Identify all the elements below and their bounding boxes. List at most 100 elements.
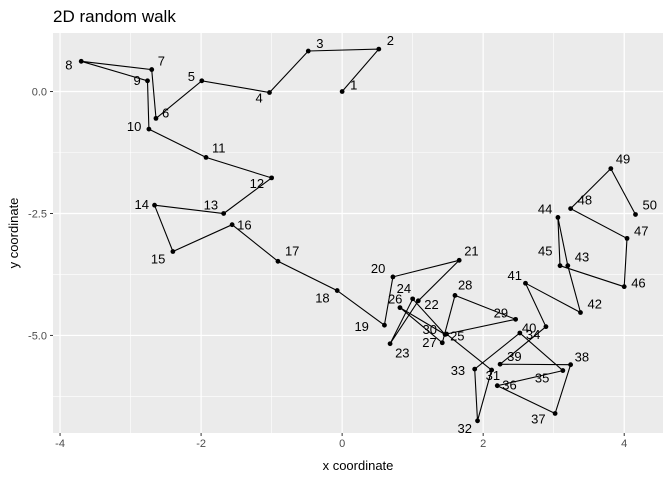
point-label: 13 xyxy=(204,197,218,212)
y-axis-title: y coordinate xyxy=(6,198,21,269)
point-label: 41 xyxy=(507,268,521,283)
point-label: 8 xyxy=(65,57,72,72)
walk-point xyxy=(568,362,574,368)
walk-point xyxy=(543,324,549,330)
point-label: 35 xyxy=(535,371,549,386)
point-label: 23 xyxy=(395,346,409,361)
point-label: 4 xyxy=(255,91,262,106)
walk-point xyxy=(382,322,387,328)
walk-point xyxy=(489,367,495,373)
walk-point xyxy=(410,296,416,302)
point-label: 27 xyxy=(422,335,436,350)
walk-point xyxy=(456,257,462,263)
walk-point xyxy=(229,222,235,228)
walk-point xyxy=(513,316,519,322)
walk-point xyxy=(568,206,574,212)
point-label: 36 xyxy=(502,378,516,393)
major-gridlines xyxy=(53,33,663,433)
point-label: 14 xyxy=(135,197,149,212)
walk-point xyxy=(517,330,523,336)
point-label: 38 xyxy=(575,350,589,365)
walk-point xyxy=(472,366,478,372)
point-label: 29 xyxy=(494,305,508,320)
walk-point xyxy=(523,280,528,286)
y-tick-label: 0.0 xyxy=(32,87,47,99)
walk-point xyxy=(149,67,155,72)
point-label: 16 xyxy=(237,218,251,233)
point-label: 28 xyxy=(458,277,472,292)
walk-point xyxy=(275,258,281,264)
point-label: 3 xyxy=(316,36,323,51)
point-label: 31 xyxy=(486,368,500,383)
walk-point xyxy=(153,115,159,121)
walk-point xyxy=(203,154,209,160)
x-tick-label: 4 xyxy=(621,438,627,450)
walk-point xyxy=(633,212,638,217)
walk-point xyxy=(267,90,272,95)
point-label: 15 xyxy=(151,252,165,267)
point-label: 45 xyxy=(538,244,552,259)
point-label: 21 xyxy=(464,243,478,258)
point-label: 6 xyxy=(162,105,169,120)
walk-point xyxy=(339,89,345,94)
point-label: 44 xyxy=(538,201,552,216)
walk-point xyxy=(621,284,627,290)
point-label: 19 xyxy=(354,319,368,334)
point-label: 50 xyxy=(642,197,656,212)
walk-point xyxy=(452,293,458,298)
minor-gridlines xyxy=(53,33,663,433)
point-label: 32 xyxy=(458,421,472,436)
walk-point xyxy=(170,249,176,254)
point-label: 42 xyxy=(587,297,601,312)
walk-point xyxy=(624,235,630,241)
walk-path xyxy=(81,48,636,421)
x-tick-label: -4 xyxy=(55,438,65,450)
point-label: 1 xyxy=(350,78,357,93)
point-label: 33 xyxy=(451,363,465,378)
walk-point xyxy=(475,418,480,424)
point-label: 30 xyxy=(423,322,437,337)
point-labels: 1234567891011121314151617181920212223242… xyxy=(65,33,657,436)
point-label: 43 xyxy=(575,250,589,265)
walk-points xyxy=(78,46,638,424)
y-tick-label: -2.5 xyxy=(28,208,47,220)
walk-point xyxy=(552,411,558,416)
walk-point xyxy=(444,331,449,337)
point-label: 5 xyxy=(188,69,195,84)
point-label: 7 xyxy=(158,54,165,69)
plot-panel xyxy=(53,33,663,433)
point-label: 12 xyxy=(250,176,264,191)
point-label: 49 xyxy=(616,152,630,167)
walk-point xyxy=(397,305,403,311)
walk-point xyxy=(555,214,561,220)
walk-point xyxy=(608,166,614,172)
walk-point xyxy=(221,211,227,216)
point-label: 26 xyxy=(388,292,402,307)
walk-point xyxy=(390,274,396,280)
point-label: 11 xyxy=(212,140,226,155)
point-label: 10 xyxy=(127,119,141,134)
walk-point xyxy=(415,298,421,304)
walk-point xyxy=(578,310,583,315)
walk-point xyxy=(305,48,311,54)
y-tick-label: -5.0 xyxy=(28,330,47,342)
point-label: 20 xyxy=(371,261,385,276)
walk-point xyxy=(565,263,571,269)
walk-point xyxy=(78,58,84,64)
point-label: 39 xyxy=(507,349,521,364)
point-label: 18 xyxy=(315,291,329,306)
point-label: 47 xyxy=(634,223,648,238)
x-tick-label: 0 xyxy=(339,438,345,450)
walk-point xyxy=(557,263,563,269)
walk-point xyxy=(497,361,503,367)
point-label: 37 xyxy=(531,411,545,426)
walk-point xyxy=(376,46,382,52)
y-axis-ticks: 0.0 -2.5 -5.0 xyxy=(28,87,53,342)
point-label: 48 xyxy=(578,193,592,208)
walk-point xyxy=(152,202,157,208)
point-label: 2 xyxy=(387,33,394,48)
point-label: 34 xyxy=(526,327,540,342)
x-tick-label: -2 xyxy=(196,438,206,450)
point-label: 17 xyxy=(285,243,299,258)
